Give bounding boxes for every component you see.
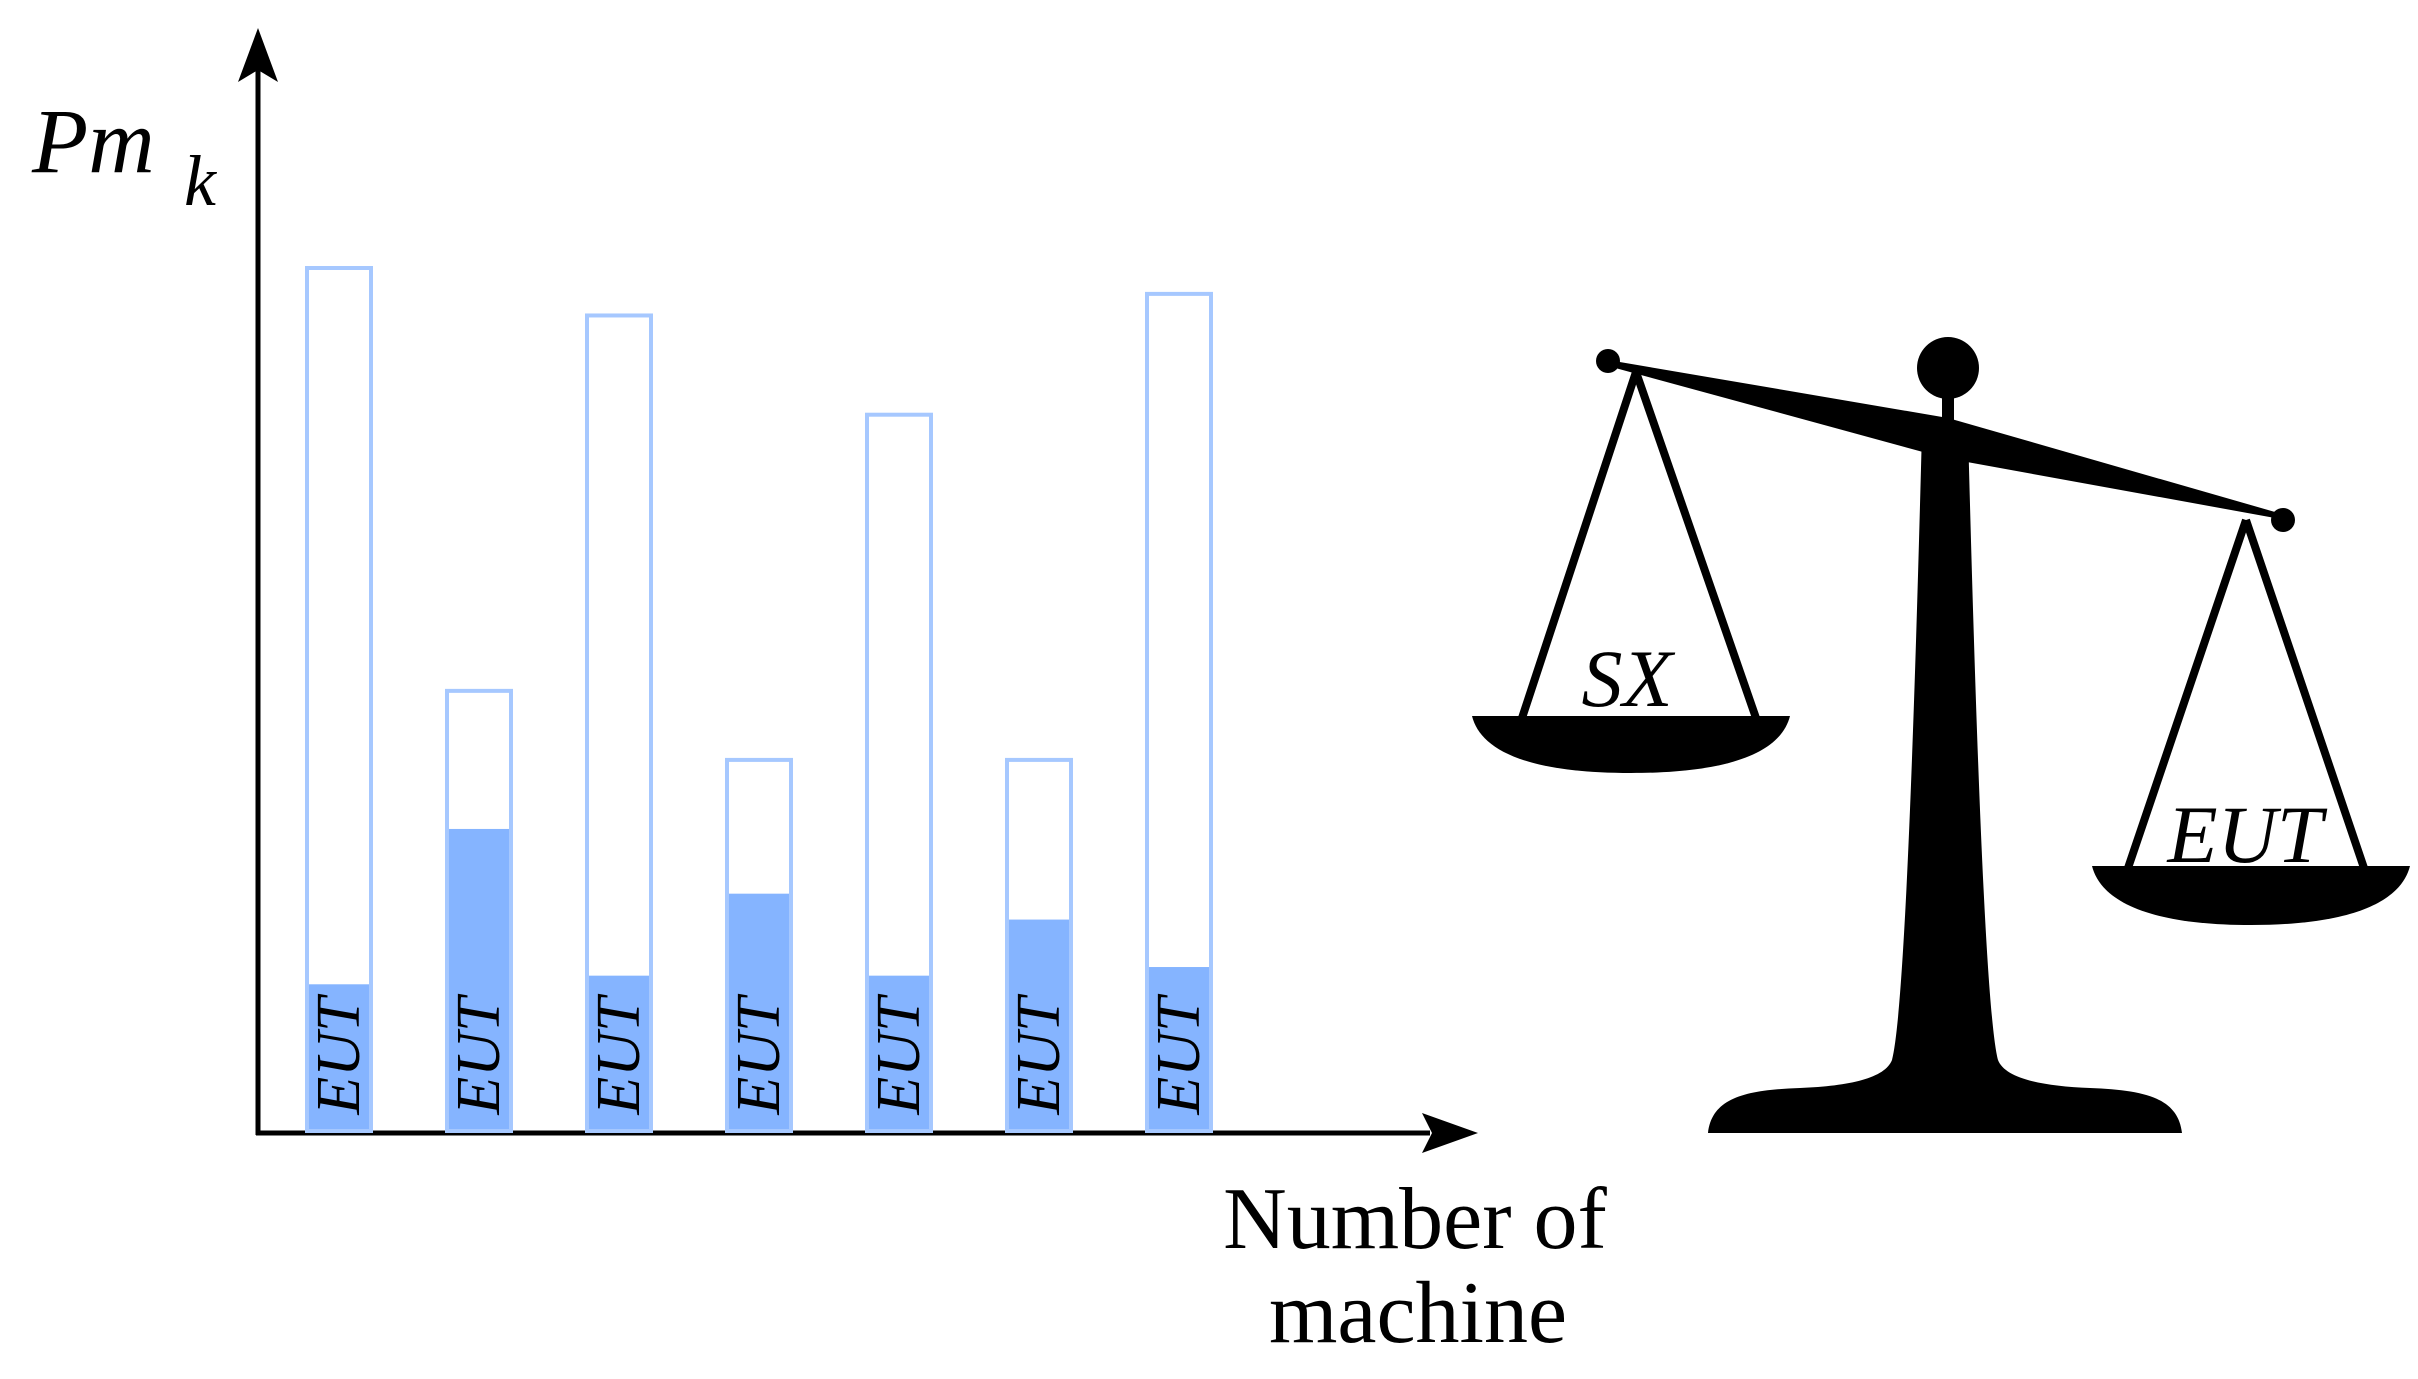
- left-pan-string-right: [1632, 370, 1760, 720]
- left-pan-string-left: [1518, 370, 1640, 720]
- x-axis-label-line2: machine: [1269, 1265, 1567, 1362]
- bar-eut-label: EUT: [445, 993, 513, 1116]
- bar-group: EUT EUT EUT EUT EUT EUT EUT: [305, 266, 1213, 1133]
- scale-right-end-knob: [2271, 508, 2295, 532]
- y-axis-label: Pm k: [31, 90, 218, 221]
- y-axis-label-subscript: k: [184, 141, 218, 221]
- right-pan: [2092, 866, 2410, 925]
- bar-eut-label: EUT: [725, 993, 793, 1116]
- bar-outline: [1145, 291, 1213, 1133]
- bar-outline: [585, 313, 653, 1133]
- bar-eut-label: EUT: [585, 993, 653, 1116]
- bar-eut-fill: [447, 828, 511, 1131]
- left-pan: [1472, 716, 1790, 773]
- y-axis-arrow-icon: [238, 28, 278, 82]
- bar-eut-label: EUT: [1145, 993, 1213, 1116]
- bar-eut-label: EUT: [305, 993, 373, 1116]
- bar-eut-fill: [307, 984, 371, 1131]
- scale-beam: [1608, 360, 2275, 518]
- bar-eut-fill: [1007, 919, 1071, 1131]
- scale-top-knob: [1917, 337, 1979, 399]
- bar-eut-label: EUT: [1005, 993, 1073, 1116]
- bar-eut-fill: [727, 893, 791, 1131]
- bar-outline: [305, 266, 373, 1133]
- right-pan-label: EUT: [2167, 789, 2328, 880]
- bar-outline: [725, 757, 793, 1133]
- right-pan-string-left: [2124, 518, 2250, 870]
- y-axis-label-main: Pm: [31, 90, 155, 192]
- right-pan-string-right: [2242, 518, 2368, 870]
- bar-eut-fill: [867, 975, 931, 1131]
- bar-eut-label: EUT: [865, 993, 933, 1116]
- x-axis-arrow-icon: [1422, 1113, 1478, 1153]
- chart-axes: [238, 28, 1478, 1153]
- bar-eut-fill: [587, 975, 651, 1131]
- left-pan-label: SX: [1581, 633, 1675, 724]
- bar-eut-fill: [1147, 967, 1211, 1131]
- bar-outline: [865, 412, 933, 1133]
- balance-scale-icon: SX EUT: [1472, 337, 2410, 1133]
- scale-left-end-knob: [1596, 349, 1620, 373]
- bar-outline: [445, 688, 513, 1133]
- scale-base: [1708, 430, 2182, 1133]
- x-axis-label: Number of machine: [1223, 1171, 1607, 1362]
- x-axis-label-line1: Number of: [1223, 1171, 1607, 1268]
- bar-outline: [1005, 757, 1073, 1133]
